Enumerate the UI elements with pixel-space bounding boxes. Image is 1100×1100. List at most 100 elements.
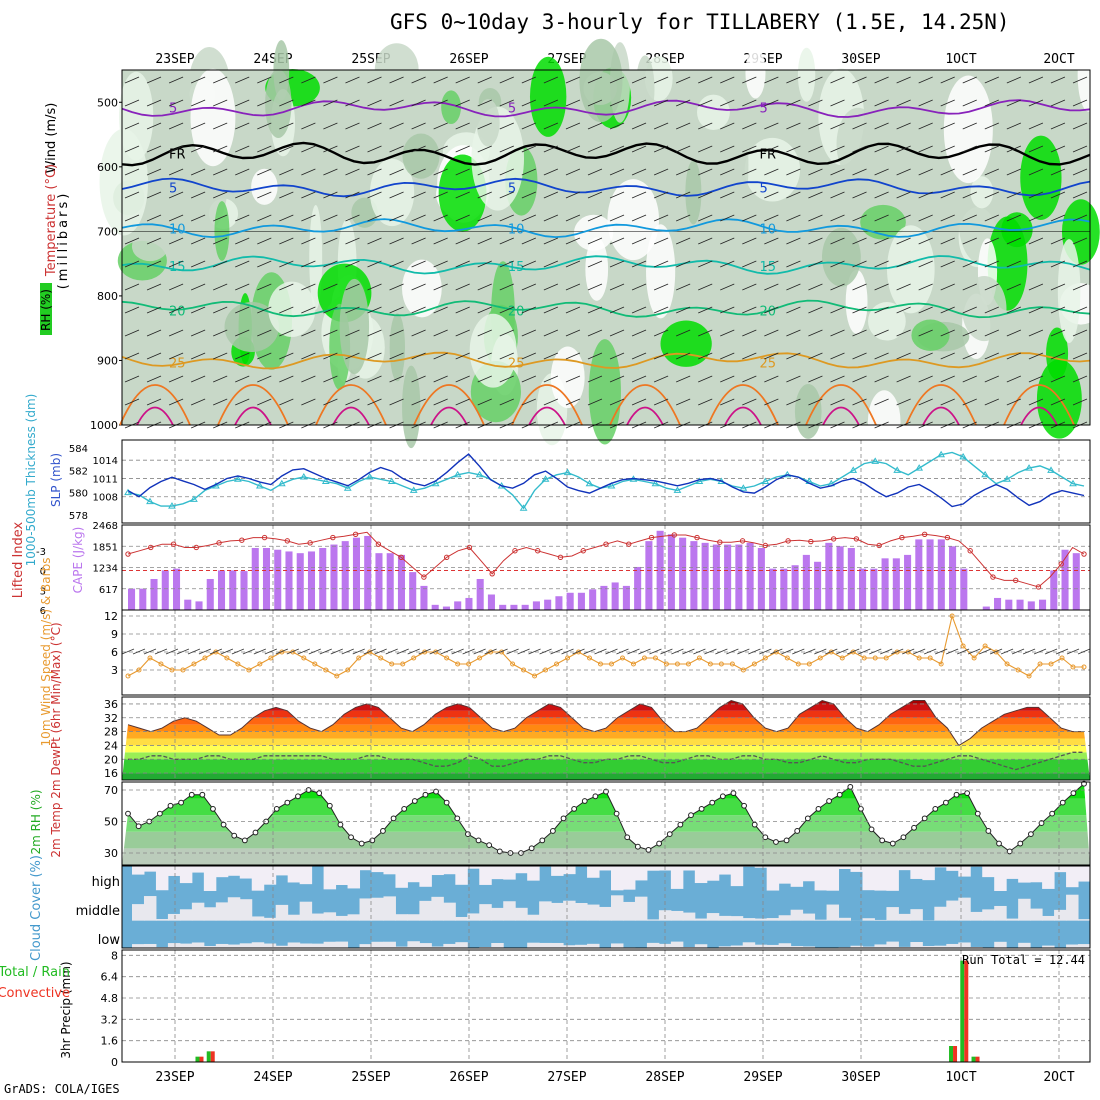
wind-barb	[389, 352, 404, 360]
wind-barb	[653, 306, 669, 314]
cape-bar	[128, 588, 136, 610]
wind-barb	[301, 306, 316, 314]
cloud-cover-cell	[682, 912, 696, 921]
wind-barb	[433, 352, 448, 360]
wind-barb	[587, 145, 603, 153]
lifted-index-marker	[808, 538, 814, 545]
wind-barb	[1072, 260, 1088, 268]
lifted-index-marker	[648, 534, 655, 541]
wind-barb	[286, 648, 299, 655]
rh-color-band	[122, 831, 1090, 849]
slp-tick-label: 1014	[93, 456, 118, 467]
thickness-marker	[783, 470, 792, 478]
cloud-cover-cell	[742, 942, 756, 948]
wind-barb	[345, 375, 360, 383]
wind-barb	[676, 283, 691, 291]
thickness-marker	[1025, 464, 1033, 471]
wind-barb	[121, 648, 135, 655]
cape-bar	[206, 579, 214, 610]
panel-frame	[121, 609, 1091, 696]
wind-barb	[962, 145, 977, 153]
wind-barb	[786, 398, 801, 406]
cloud-cover-cell	[215, 902, 229, 921]
wind-barb	[345, 398, 360, 406]
date-label-top: 23SEP	[155, 52, 194, 67]
temp-color-band	[122, 752, 1090, 760]
wind-barb	[455, 237, 470, 245]
wind-barb	[852, 398, 867, 406]
precip-tick-label: 3.2	[101, 1013, 119, 1026]
wind-barb	[521, 168, 536, 176]
cloud-cover-cell	[970, 946, 983, 948]
wind-speed-marker	[235, 661, 241, 667]
wind-barb	[638, 648, 651, 655]
2m-rh-marker	[231, 832, 238, 839]
wind-speed-marker	[652, 655, 658, 661]
wind-barb	[609, 398, 625, 406]
cloud-cover-cell	[718, 866, 732, 875]
wind-speed-marker	[960, 643, 966, 649]
temperature-contour-35	[626, 406, 664, 426]
cloud-cover-cell	[910, 909, 923, 921]
cloud-cover-cell	[982, 866, 995, 878]
cloud-cover-cell	[838, 866, 851, 870]
contour-label: FR	[760, 147, 777, 162]
date-label-bottom: 29SEP	[743, 1070, 782, 1085]
cape-bar	[1061, 549, 1069, 610]
wind-barb	[896, 375, 911, 383]
wind-barb	[808, 237, 823, 245]
wind-barb	[742, 352, 757, 360]
wind-speed-marker	[378, 655, 384, 661]
thickness-tick-label: 582	[69, 466, 88, 477]
cloud-cover-cell	[754, 866, 768, 868]
wind-barb	[418, 648, 431, 655]
wind-barb	[521, 306, 536, 314]
wind-barb	[742, 237, 757, 245]
wind-barb	[190, 306, 206, 314]
cloud-cover-cell	[563, 945, 576, 948]
precip-tick-label: 1.6	[101, 1035, 119, 1048]
cloud-cover-cell	[359, 944, 372, 948]
wind-speed-marker	[608, 661, 614, 667]
wind-barb	[257, 145, 272, 153]
wind-barb	[852, 145, 867, 153]
wind-barb	[367, 398, 382, 406]
wind-barb	[720, 145, 735, 153]
temperature-contour-35	[430, 406, 468, 426]
cloud-cover-cell	[611, 943, 624, 948]
wind-barb	[631, 122, 647, 130]
wind-barb	[565, 214, 581, 222]
2m-rh-marker	[592, 793, 599, 800]
wind-barb	[786, 99, 801, 107]
wind-barb	[742, 306, 757, 314]
cape-bar	[319, 548, 327, 610]
lifted-index-marker	[785, 538, 791, 544]
wind-barb	[631, 329, 647, 337]
cape-bar	[600, 585, 608, 610]
cloud-cover-cell	[622, 866, 636, 890]
wind-barb	[852, 214, 867, 222]
wind-barb	[759, 648, 772, 655]
wind-barb	[257, 99, 272, 107]
2m-rh-marker	[751, 821, 758, 828]
wind-barb	[1066, 648, 1080, 655]
rh-tick-label: 50	[104, 816, 118, 829]
wind-barb	[918, 329, 933, 337]
wind-speed-marker	[477, 655, 483, 661]
cloud-cover-cell	[371, 941, 384, 948]
wind-speed-marker	[554, 661, 560, 667]
2m-rh-marker	[581, 798, 588, 804]
lifted-index-line	[127, 531, 1085, 588]
wind-barb	[852, 191, 867, 199]
temp-tick-label: 16	[104, 767, 118, 780]
cloud-cover-cell	[922, 946, 935, 948]
wind-barb	[462, 648, 475, 655]
wind-barb	[726, 648, 739, 655]
wind-barb	[764, 398, 779, 406]
2m-rh-marker	[1017, 840, 1024, 847]
wind-barb	[830, 352, 845, 360]
cape-bar	[656, 530, 664, 610]
wind-barb	[528, 648, 541, 655]
thickness-marker	[519, 504, 528, 511]
wind-barb	[499, 191, 514, 199]
